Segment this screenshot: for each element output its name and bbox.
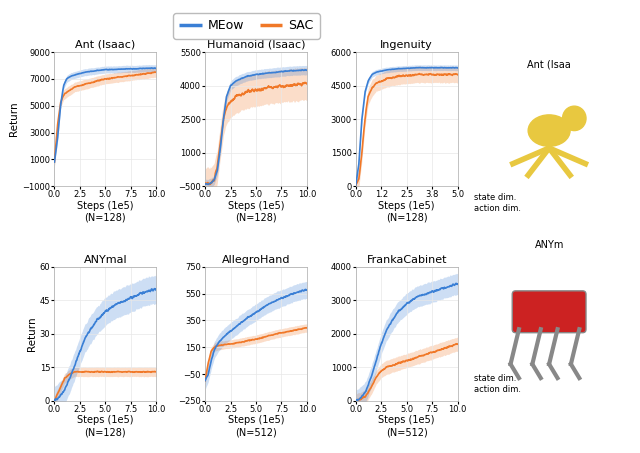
Title: AllegroHand: AllegroHand xyxy=(221,255,291,265)
Y-axis label: Return: Return xyxy=(27,317,37,351)
Title: FrankaCabinet: FrankaCabinet xyxy=(367,255,447,265)
Title: Ant (Isaac): Ant (Isaac) xyxy=(75,40,136,50)
Circle shape xyxy=(563,106,586,130)
Title: Humanoid (Isaac): Humanoid (Isaac) xyxy=(207,40,305,50)
Text: state dim.
action dim.: state dim. action dim. xyxy=(474,374,521,394)
Y-axis label: Return: Return xyxy=(10,102,19,136)
X-axis label: Steps (1e5)
(N=128): Steps (1e5) (N=128) xyxy=(77,201,134,222)
Text: ANYm: ANYm xyxy=(534,240,564,250)
Text: Ant (Isaa: Ant (Isaa xyxy=(527,59,571,69)
X-axis label: Steps (1e5)
(N=128): Steps (1e5) (N=128) xyxy=(228,201,284,222)
FancyBboxPatch shape xyxy=(512,291,586,333)
Text: state dim.
action dim.: state dim. action dim. xyxy=(474,193,521,212)
Ellipse shape xyxy=(528,115,570,146)
Title: ANYmal: ANYmal xyxy=(83,255,127,265)
X-axis label: Steps (1e5)
(N=128): Steps (1e5) (N=128) xyxy=(378,201,435,222)
X-axis label: Steps (1e5)
(N=512): Steps (1e5) (N=512) xyxy=(228,415,284,437)
X-axis label: Steps (1e5)
(N=512): Steps (1e5) (N=512) xyxy=(378,415,435,437)
X-axis label: Steps (1e5)
(N=128): Steps (1e5) (N=128) xyxy=(77,415,134,437)
Title: Ingenuity: Ingenuity xyxy=(380,40,433,50)
Legend: MEow, SAC: MEow, SAC xyxy=(173,13,320,39)
